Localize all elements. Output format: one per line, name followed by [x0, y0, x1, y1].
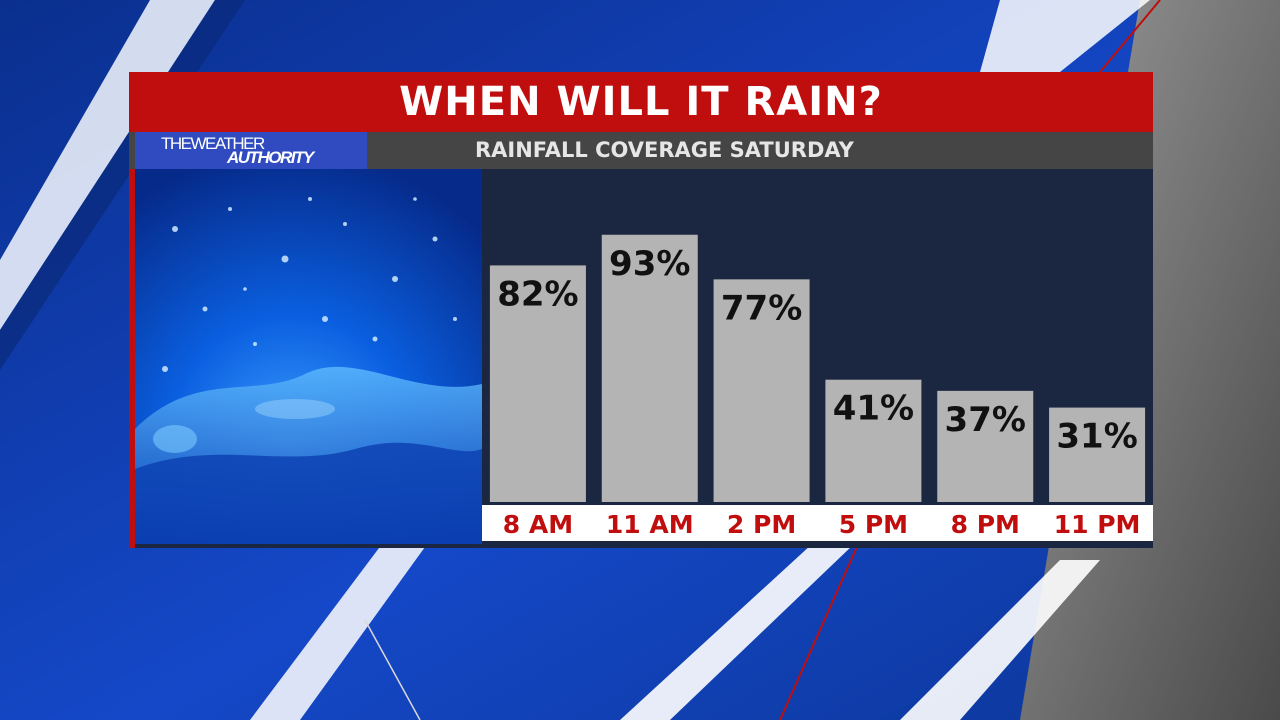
- bar-value-label-2: 77%: [721, 288, 802, 328]
- category-label-1: 11 AM: [606, 510, 694, 539]
- logo-line-1: THEWEATHER: [161, 134, 265, 153]
- bar-chart-svg: 82% 8 AM 93% 11 AM 77% 2 PM 41% 5 PM 37% 8 PM 31% 1…: [482, 234, 1153, 541]
- panel-red-edge: [129, 72, 135, 548]
- rain-splash-photo: [135, 169, 482, 544]
- bar-value-label-1: 93%: [609, 244, 690, 284]
- bar-value-label-5: 31%: [1056, 417, 1137, 457]
- category-label-band: [482, 505, 1153, 541]
- bar-value-label-3: 41%: [833, 389, 914, 429]
- category-label-0: 8 AM: [503, 510, 573, 539]
- category-label-5: 11 PM: [1054, 510, 1141, 539]
- graphic-panel: WHEN WILL IT RAIN? THEWEATHER AUTHORITY …: [129, 72, 1153, 548]
- category-label-2: 2 PM: [727, 510, 796, 539]
- category-label-4: 8 PM: [951, 510, 1020, 539]
- bar-value-label-0: 82%: [497, 274, 578, 314]
- bar-0: [489, 265, 586, 502]
- bar-3: [825, 379, 922, 502]
- bar-4: [937, 390, 1034, 502]
- bar-value-label-4: 37%: [945, 400, 1026, 440]
- bar-2: [713, 279, 810, 502]
- chart-subtitle: RAINFALL COVERAGE SATURDAY: [475, 138, 854, 162]
- subtitle-bar: THEWEATHER AUTHORITY RAINFALL COVERAGE S…: [129, 132, 1153, 169]
- weather-authority-logo: THEWEATHER AUTHORITY: [135, 132, 367, 169]
- bar-1: [601, 234, 698, 502]
- logo-line-2: AUTHORITY: [227, 148, 314, 167]
- category-label-3: 5 PM: [839, 510, 908, 539]
- page-title: WHEN WILL IT RAIN?: [399, 79, 883, 125]
- bar-chart: 82% 8 AM 93% 11 AM 77% 2 PM 41% 5 PM 37% 8 PM 31% 1…: [482, 169, 1153, 548]
- bar-5: [1049, 407, 1146, 502]
- rain-splash-image: [135, 169, 482, 544]
- title-bar: WHEN WILL IT RAIN?: [129, 72, 1153, 132]
